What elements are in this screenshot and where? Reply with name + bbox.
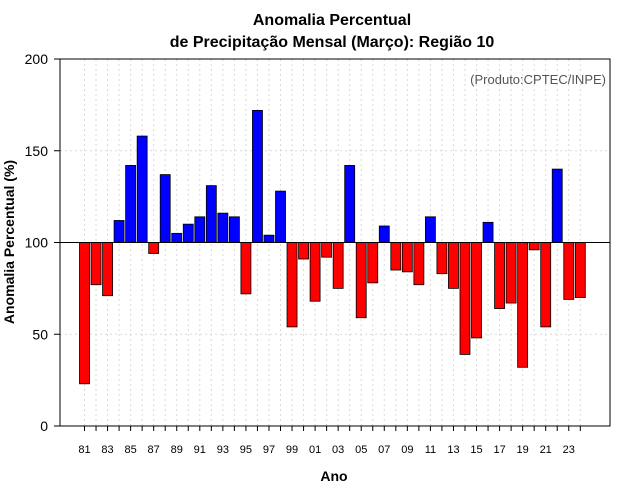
x-tick-label: 91 [194,444,206,456]
bar-91 [194,216,206,243]
bar-89 [171,232,183,243]
x-tick-label: 87 [148,444,160,456]
x-tick-label: 99 [286,444,298,456]
bar-04 [344,165,356,243]
chart-title-line1: Anomalia Percentual [253,12,411,29]
bar-10 [413,242,425,286]
x-tick-label: 03 [332,444,344,456]
x-tick-label: 05 [355,444,367,456]
credit-text: (Produto:CPTEC/INPE) [470,72,606,87]
x-tick-label: 01 [309,444,321,456]
plot-frame [59,58,611,427]
bar-08 [390,242,402,271]
bar-19 [517,242,529,368]
bar-12 [436,242,448,275]
x-tick-label: 93 [217,444,229,456]
x-tick-label: 21 [540,444,552,456]
bar-88 [159,174,171,243]
bar-11 [424,216,436,243]
bar-02 [321,242,333,258]
x-axis: 81 83 85 87 89 91 93 95 97 99 01 03 05 07 09 11 13 15 17 19… [78,426,581,456]
bar-13 [448,242,459,289]
bar-01 [309,242,321,302]
y-tick-label: 50 [32,326,48,342]
x-tick-label: 89 [171,444,183,456]
x-axis-label: Ano [320,468,347,484]
x-tick-label: 17 [493,444,505,456]
bar-98 [275,190,286,243]
x-tick-label: 07 [378,444,390,456]
bar-14 [459,242,471,355]
bar-95 [240,242,252,295]
chart-title-line2: de Precipitação Mensal (Março): Região 1… [170,34,495,51]
y-tick-label: 0 [40,418,48,434]
bar-24 [574,242,586,298]
y-axis-label: Anomalia Percentual (%) [1,160,17,324]
bar-06 [367,242,379,284]
bar-97 [263,234,275,243]
bar-84 [113,220,125,243]
bar-16 [482,221,494,243]
y-tick-label: 200 [25,51,49,67]
bar-22 [551,168,563,243]
x-tick-label: 11 [425,444,436,456]
bar-87 [148,242,160,254]
bar-21 [540,242,552,328]
x-tick-label: 83 [101,444,113,456]
bar-86 [136,135,148,243]
bar-00 [298,242,309,260]
bar-99 [286,242,298,328]
bar-96 [252,109,263,243]
x-tick-label: 85 [124,444,136,456]
x-tick-label: 81 [78,444,90,456]
bar-09 [401,242,413,273]
y-tick-label: 150 [25,143,49,159]
x-tick-label: 09 [401,444,413,456]
bar-82 [90,242,102,286]
x-tick-label: 15 [470,444,482,456]
bar-92 [205,185,217,243]
x-tick-label: 97 [263,444,275,456]
y-tick-label: 100 [25,235,49,251]
bar-03 [332,242,344,289]
bar-17 [494,242,505,309]
x-tick-label: 19 [517,444,529,456]
bar-05 [355,242,367,319]
bar-15 [471,242,482,339]
bar-90 [182,223,194,243]
y-axis: 0 50 100 150 200 [25,51,60,434]
bar-94 [228,216,240,243]
bar-83 [102,242,113,297]
bars [60,109,610,385]
grid [60,59,610,426]
x-tick-label: 23 [563,444,575,456]
bar-20 [528,242,540,251]
bar-85 [125,165,137,243]
bar-93 [217,212,229,243]
bar-23 [563,242,575,300]
x-tick-label: 95 [240,444,252,456]
x-tick-label: 13 [447,444,459,456]
bar-81 [79,242,90,385]
bar-18 [505,242,517,304]
bar-07 [378,225,390,243]
